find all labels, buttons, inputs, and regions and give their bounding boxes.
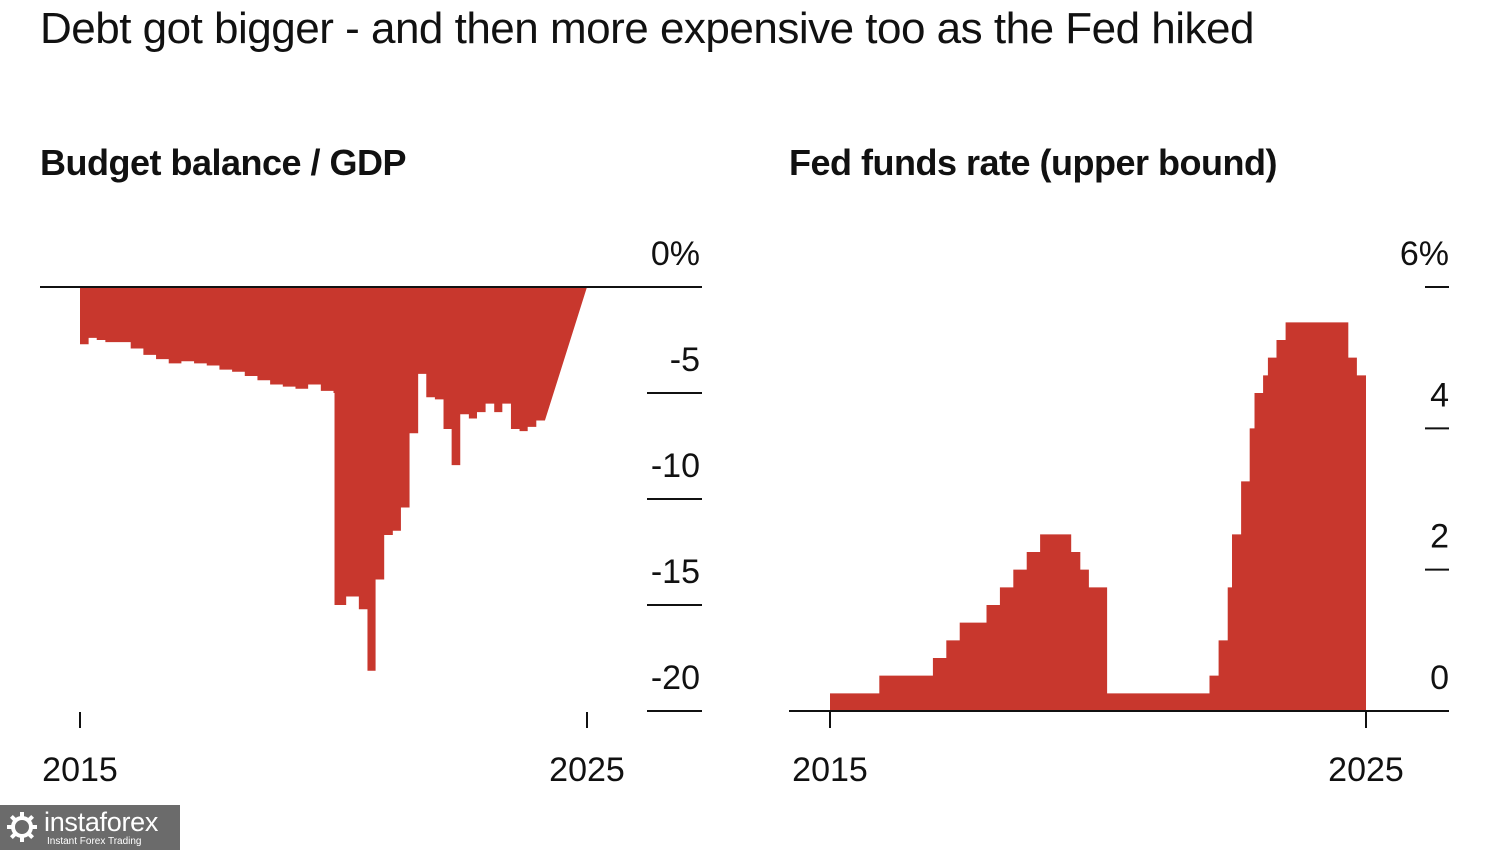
page-title: Debt got bigger - and then more expensiv… <box>40 4 1255 53</box>
instaforex-logo-name: instaforex <box>44 807 159 837</box>
instaforex-logo-tagline: Instant Forex Trading <box>47 836 142 847</box>
budget-x-tick-label: 2025 <box>549 751 625 789</box>
fed-y-tick-label: 6% <box>1400 235 1449 273</box>
budget-y-tick-label: -20 <box>651 659 700 697</box>
budget-y-tick-label: -15 <box>651 553 700 591</box>
fed-y-tick-label: 0 <box>1430 659 1449 697</box>
budget-x-tick-label: 2015 <box>42 751 118 789</box>
budget-y-tick-label: -10 <box>651 447 700 485</box>
budget-y-tick-label: -5 <box>670 341 700 379</box>
fed-series-area <box>830 322 1366 711</box>
budget-series-area <box>80 287 587 671</box>
fed-funds-chart: 6% 4 2 0 2015 2025 <box>789 235 1449 789</box>
fed-y-tick-label: 2 <box>1430 518 1449 556</box>
fed-chart-title: Fed funds rate (upper bound) <box>789 142 1277 183</box>
fed-x-tick-label: 2015 <box>792 751 868 789</box>
budget-y-tick-label: 0% <box>651 235 700 273</box>
budget-chart-title: Budget balance / GDP <box>40 142 407 183</box>
fed-x-tick-label: 2025 <box>1328 751 1404 789</box>
instaforex-logo-icon <box>7 812 37 842</box>
instaforex-logo: instaforex Instant Forex Trading <box>0 805 180 850</box>
fed-y-tick-label: 4 <box>1430 376 1449 414</box>
budget-balance-chart: 0% -5 -10 -15 -20 2015 2025 <box>40 235 702 789</box>
